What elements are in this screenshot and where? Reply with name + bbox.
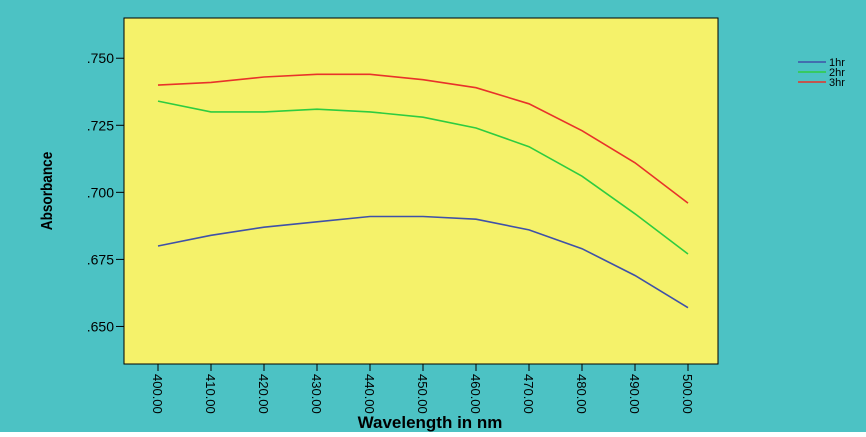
series-lines xyxy=(157,73,689,309)
x-tick-label: 450.00 xyxy=(415,374,430,414)
y-tick-label: .650 xyxy=(87,318,114,334)
x-tick-label: 400.00 xyxy=(150,374,165,414)
y-axis-label: Absorbance xyxy=(39,152,56,230)
x-tick-label: 430.00 xyxy=(309,374,324,414)
x-tick-label: 420.00 xyxy=(256,374,271,414)
x-axis: 400.00 410.00 420.00 430.00 440.00 450.00 460.… xyxy=(150,364,695,414)
x-tick-label: 460.00 xyxy=(468,374,483,414)
y-tick-label: .700 xyxy=(87,184,114,200)
legend-label: 1hr xyxy=(829,57,845,69)
plot-area xyxy=(123,17,719,365)
series-line-2hr xyxy=(157,100,689,255)
legend-label: 3hr xyxy=(829,77,845,89)
y-tick-label: .725 xyxy=(87,117,114,133)
y-axis: .650 .675 .700 .725 .750 xyxy=(87,50,124,334)
x-tick-label: 500.00 xyxy=(680,374,695,414)
x-tick-label: 480.00 xyxy=(574,374,589,414)
x-tick-label: 410.00 xyxy=(203,374,218,414)
legend-label: 2hr xyxy=(829,67,845,79)
x-tick-label: 490.00 xyxy=(627,374,642,414)
y-tick-label: .750 xyxy=(87,50,114,66)
series-line-1hr xyxy=(157,215,689,309)
y-tick-label: .675 xyxy=(87,251,114,267)
x-axis-label: Wavelength in nm xyxy=(358,413,503,432)
x-tick-label: 440.00 xyxy=(362,374,377,414)
series-line-3hr xyxy=(157,73,689,204)
x-tick-label: 470.00 xyxy=(521,374,536,414)
